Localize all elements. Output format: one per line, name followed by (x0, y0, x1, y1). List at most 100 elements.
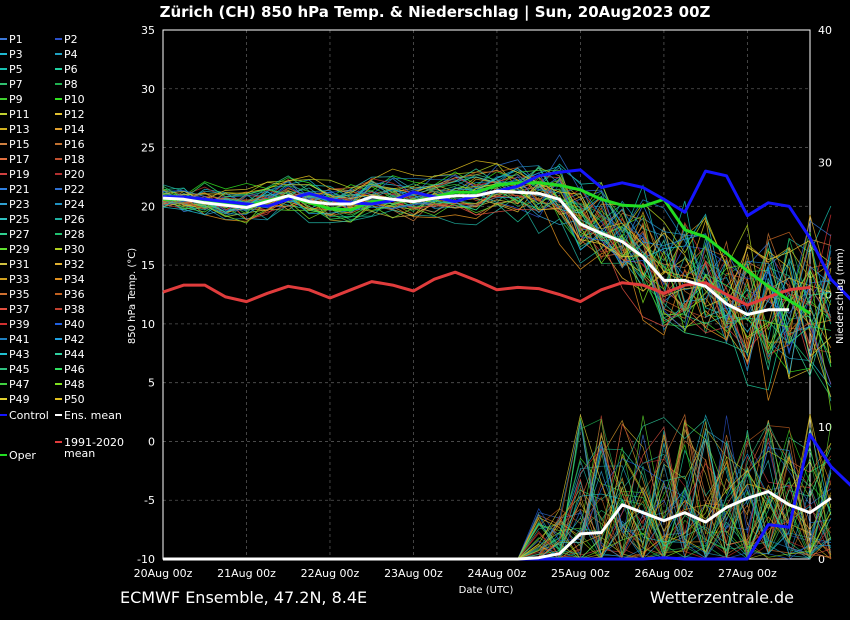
legend-item-P10: P10 (55, 93, 85, 106)
chart-title: Zürich (CH) 850 hPa Temp. & Niederschlag… (160, 3, 711, 22)
legend-label: P22 (64, 183, 85, 196)
legend-item-P45: P45 (0, 363, 30, 376)
control-line (163, 168, 850, 301)
footer-source: ECMWF Ensemble, 47.2N, 8.4E (120, 588, 368, 607)
legend-label: P31 (9, 258, 30, 271)
legend-label: P35 (9, 288, 30, 301)
legend: P1 P2 P3 P4 P5 P6 P7 P8 P9 P10 P11 P12 P13 P14 P15 P16 P… (0, 33, 124, 462)
legend-label: P10 (64, 93, 85, 106)
legend-item-P47: P47 (0, 378, 30, 391)
legend-item-P15: P15 (0, 138, 30, 151)
legend-item-P41: P41 (0, 333, 30, 346)
legend-label: P26 (64, 213, 85, 226)
legend-item-P1: P1 (0, 33, 23, 46)
y-tick-label: -5 (144, 494, 155, 507)
legend-label: P14 (64, 123, 85, 136)
legend-item-P21: P21 (0, 183, 30, 196)
legend-label: P47 (9, 378, 30, 391)
legend-item-P38: P38 (55, 303, 85, 316)
legend-label: mean (64, 447, 95, 460)
legend-label: P37 (9, 303, 30, 316)
legend-item-P13: P13 (0, 123, 30, 136)
member-line-P37 (162, 195, 832, 385)
legend-item-P9: P9 (0, 93, 23, 106)
y-tick-label: 15 (141, 259, 155, 272)
legend-item-P16: P16 (55, 138, 85, 151)
x-tick-label: 24Aug 00z (468, 567, 527, 580)
legend-label: Oper (9, 449, 36, 462)
legend-item-P35: P35 (0, 288, 30, 301)
legend-label: P18 (64, 153, 85, 166)
legend-label: P40 (64, 318, 85, 331)
legend-item-P29: P29 (0, 243, 30, 256)
legend-label: P15 (9, 138, 30, 151)
legend-item-P50: P50 (55, 393, 85, 406)
y-tick-label: 25 (141, 142, 155, 155)
legend-item-P3: P3 (0, 48, 23, 61)
legend-label: P2 (64, 33, 78, 46)
legend-item-P46: P46 (55, 363, 85, 376)
legend-label: P11 (9, 108, 30, 121)
legend-item-oper: Oper (0, 449, 36, 462)
legend-label: P27 (9, 228, 30, 241)
member-line-P40 (162, 176, 832, 385)
y-tick-label: 5 (148, 377, 155, 390)
legend-label: P19 (9, 168, 30, 181)
legend-item-P39: P39 (0, 318, 30, 331)
y-tick-label: 30 (141, 83, 155, 96)
x-tick-label: 21Aug 00z (217, 567, 276, 580)
climatology-line (162, 270, 811, 307)
legend-label: P34 (64, 273, 85, 286)
x-tick-label: 25Aug 00z (551, 567, 610, 580)
legend-item-P25: P25 (0, 213, 30, 226)
member-line-P45 (162, 165, 831, 345)
x-tick-label: 27Aug 00z (718, 567, 777, 580)
x-tick-label: 22Aug 00z (301, 567, 360, 580)
legend-item-P23: P23 (0, 198, 30, 211)
legend-label: P41 (9, 333, 30, 346)
y2-tick-label: 10 (818, 421, 832, 434)
y-tick-label: 10 (141, 318, 155, 331)
legend-label: P25 (9, 213, 30, 226)
legend-label: Ens. mean (64, 409, 122, 422)
x-tick-label: 20Aug 00z (134, 567, 193, 580)
legend-label: P23 (9, 198, 30, 211)
member-line-P43 (162, 168, 832, 360)
legend-item-P19: P19 (0, 168, 30, 181)
member-line-P9 (162, 177, 832, 353)
x-tick-label: 23Aug 00z (384, 567, 443, 580)
legend-item-P24: P24 (55, 198, 85, 211)
legend-label: P12 (64, 108, 85, 121)
legend-label: P20 (64, 168, 85, 181)
legend-item-P30: P30 (55, 243, 85, 256)
y2-tick-label: 30 (818, 156, 832, 169)
y2-axis-label: Niederschlag (mm) (835, 248, 846, 344)
legend-item-P11: P11 (0, 108, 30, 121)
legend-label: P42 (64, 333, 85, 346)
legend-label: P8 (64, 78, 78, 91)
legend-item-P40: P40 (55, 318, 85, 331)
legend-label: P29 (9, 243, 30, 256)
legend-label: P4 (64, 48, 78, 61)
legend-label: P36 (64, 288, 85, 301)
legend-label: P50 (64, 393, 85, 406)
legend-item-ens-mean: Ens. mean (55, 409, 122, 422)
legend-item-P31: P31 (0, 258, 30, 271)
legend-item-P32: P32 (55, 258, 85, 271)
legend-label: P30 (64, 243, 85, 256)
legend-item-P49: P49 (0, 393, 30, 406)
footer-site-link[interactable]: Wetterzentrale.de (649, 588, 794, 607)
ens-mean-precip-line (163, 490, 832, 561)
y-tick-label: 0 (148, 435, 155, 448)
legend-item-P37: P37 (0, 303, 30, 316)
legend-item-P44: P44 (55, 348, 85, 361)
legend-label: P1 (9, 33, 23, 46)
legend-item-P48: P48 (55, 378, 85, 391)
legend-label: P24 (64, 198, 85, 211)
legend-item-P28: P28 (55, 228, 85, 241)
legend-label: 1991-2020 (64, 436, 124, 449)
legend-item-P33: P33 (0, 273, 30, 286)
legend-label: P39 (9, 318, 30, 331)
legend-item-P26: P26 (55, 213, 85, 226)
